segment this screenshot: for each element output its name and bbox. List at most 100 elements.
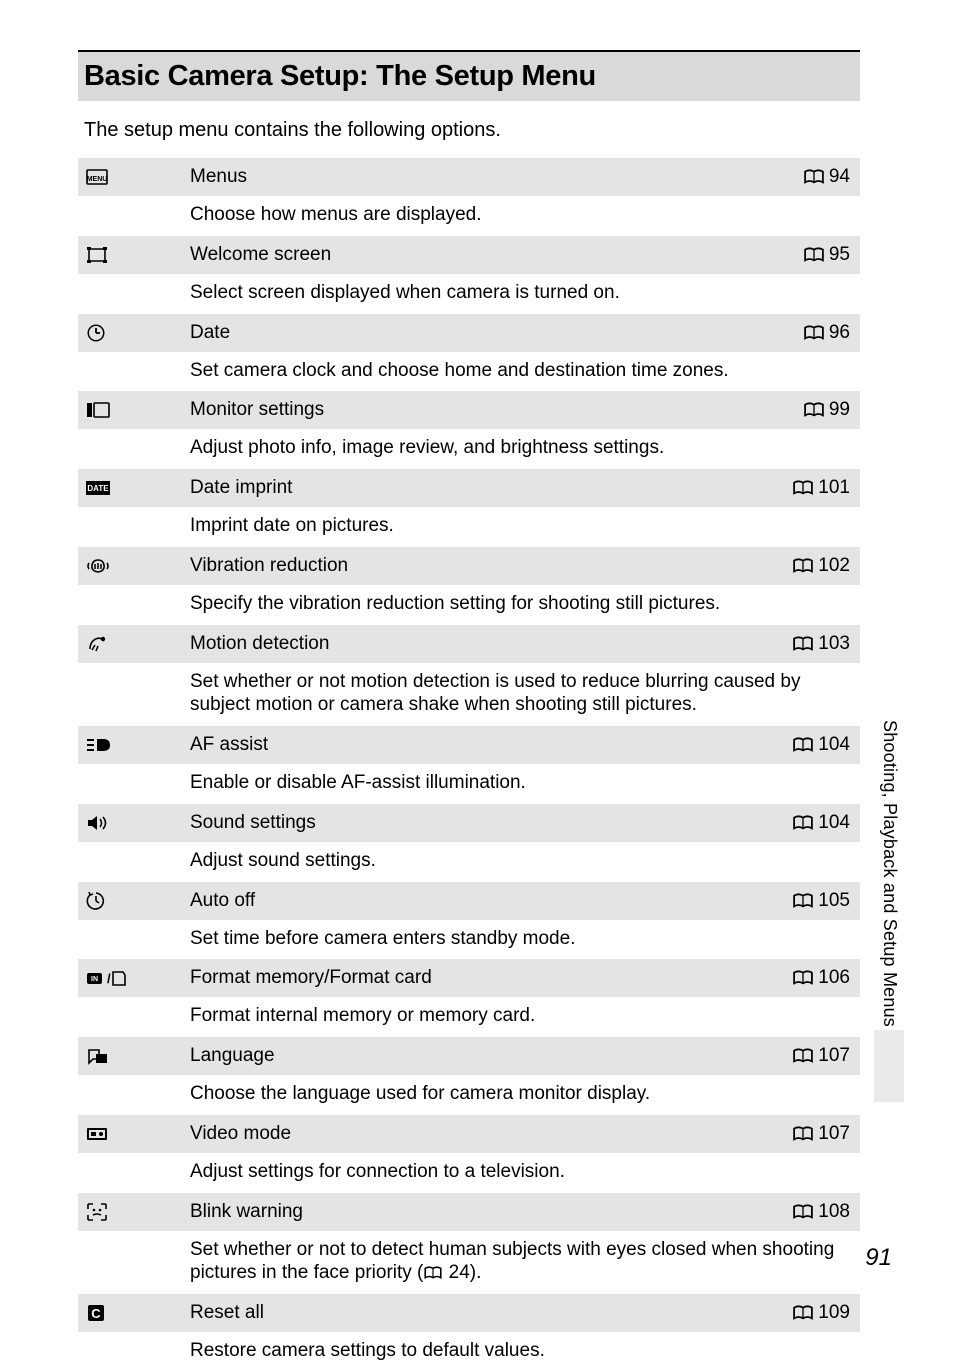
page-number: 91 (865, 1244, 892, 1272)
section-intro: The setup menu contains the following op… (84, 119, 860, 142)
svg-text:IN: IN (91, 976, 98, 983)
menu-item-label: AF assist (190, 734, 792, 756)
page-reference: 96 (803, 322, 850, 344)
book-icon (792, 893, 814, 909)
table-row: DATEDate imprint 101 (78, 469, 860, 507)
book-icon (803, 325, 825, 341)
book-icon (803, 402, 825, 418)
page-reference: 94 (803, 166, 850, 188)
page-ref-number: 109 (818, 1302, 850, 1324)
menu-item-description: Choose the language used for camera moni… (78, 1075, 860, 1115)
table-row: IN / Format memory/Format card 106 (78, 959, 860, 997)
page-reference: 95 (803, 244, 850, 266)
page-reference: 102 (792, 555, 850, 577)
menu-item-description: Select screen displayed when camera is t… (78, 274, 860, 314)
book-icon (792, 636, 814, 652)
book-icon (792, 1305, 814, 1321)
table-row: Welcome screen 95 (78, 236, 860, 274)
af-icon (84, 737, 190, 753)
section-title: Basic Camera Setup: The Setup Menu (84, 60, 860, 93)
page-reference: 104 (792, 734, 850, 756)
reset-icon: C (84, 1303, 190, 1323)
menu-icon: MENU (84, 169, 190, 185)
page-reference: 105 (792, 890, 850, 912)
page-reference: 108 (792, 1201, 850, 1223)
menu-item-label: Date (190, 322, 803, 344)
menu-item-description: Specify the vibration reduction setting … (78, 585, 860, 625)
menu-item-description: Set whether or not to detect human subje… (78, 1231, 860, 1295)
menu-item-label: Format memory/Format card (190, 967, 792, 989)
svg-text:DATE: DATE (87, 484, 109, 493)
menu-item-label: Welcome screen (190, 244, 803, 266)
book-icon (792, 1126, 814, 1142)
table-row: Motion detection 103 (78, 625, 860, 663)
clock-icon (84, 323, 190, 343)
svg-text:/: / (107, 971, 111, 986)
autooff-icon (84, 891, 190, 911)
menu-item-description: Adjust settings for connection to a tele… (78, 1153, 860, 1193)
menu-item-label: Auto off (190, 890, 792, 912)
page-ref-number: 95 (829, 244, 850, 266)
book-icon (792, 1204, 814, 1220)
sound-icon (84, 814, 190, 832)
table-row: Auto off 105 (78, 882, 860, 920)
menu-item-description: Set camera clock and choose home and des… (78, 352, 860, 392)
page-reference: 103 (792, 633, 850, 655)
menu-item-label: Blink warning (190, 1201, 792, 1223)
date-icon: DATE (84, 481, 190, 495)
book-icon (792, 815, 814, 831)
book-icon (803, 169, 825, 185)
menu-item-label: Menus (190, 166, 803, 188)
page-reference: 104 (792, 812, 850, 834)
side-tab-indicator (874, 1030, 904, 1102)
menu-item-label: Vibration reduction (190, 555, 792, 577)
book-icon (792, 480, 814, 496)
page-ref-number: 108 (818, 1201, 850, 1223)
book-icon (792, 1048, 814, 1064)
page-ref-number: 107 (818, 1045, 850, 1067)
manual-page: Basic Camera Setup: The Setup Menu The s… (78, 50, 860, 1372)
video-icon (84, 1125, 190, 1143)
page-reference: 99 (803, 399, 850, 421)
menu-item-label: Monitor settings (190, 399, 803, 421)
motion-icon (84, 635, 190, 653)
menu-item-description: Set time before camera enters standby mo… (78, 920, 860, 960)
page-ref-number: 99 (829, 399, 850, 421)
table-row: Blink warning 108 (78, 1193, 860, 1231)
page-ref-number: 101 (818, 477, 850, 499)
book-icon (792, 737, 814, 753)
table-row: CReset all 109 (78, 1294, 860, 1332)
page-ref-number: 96 (829, 322, 850, 344)
monitor-icon (84, 401, 190, 419)
side-tab-label: Shooting, Playback and Setup Menus (879, 720, 900, 1027)
page-ref-number: 102 (818, 555, 850, 577)
page-ref-number: 103 (818, 633, 850, 655)
page-ref-number: 104 (818, 812, 850, 834)
page-reference: 107 (792, 1045, 850, 1067)
menu-item-description: Format internal memory or memory card. (78, 997, 860, 1037)
section-title-bar: Basic Camera Setup: The Setup Menu (78, 50, 860, 101)
vr-icon (84, 557, 190, 575)
svg-text:MENU: MENU (87, 176, 108, 183)
book-icon (792, 558, 814, 574)
setup-menu-table: MENU Menus 94 Choose how menus are display… (78, 158, 860, 1372)
table-row: MENU Menus 94 (78, 158, 860, 196)
menu-item-description: Enable or disable AF-assist illumination… (78, 764, 860, 804)
table-row: Sound settings 104 (78, 804, 860, 842)
table-row: Vibration reduction 102 (78, 547, 860, 585)
menu-item-label: Language (190, 1045, 792, 1067)
menu-item-label: Motion detection (190, 633, 792, 655)
page-ref-number: 94 (829, 166, 850, 188)
menu-item-description: Adjust sound settings. (78, 842, 860, 882)
page-ref-number: 104 (818, 734, 850, 756)
menu-item-description: Choose how menus are displayed. (78, 196, 860, 236)
page-ref-number: 107 (818, 1123, 850, 1145)
table-row: Date 96 (78, 314, 860, 352)
menu-item-label: Video mode (190, 1123, 792, 1145)
table-row: Video mode 107 (78, 1115, 860, 1153)
table-row: AF assist 104 (78, 726, 860, 764)
menu-item-description: Imprint date on pictures. (78, 507, 860, 547)
menu-item-description: Adjust photo info, image review, and bri… (78, 429, 860, 469)
table-row: Language 107 (78, 1037, 860, 1075)
format-icon: IN / (84, 969, 190, 987)
